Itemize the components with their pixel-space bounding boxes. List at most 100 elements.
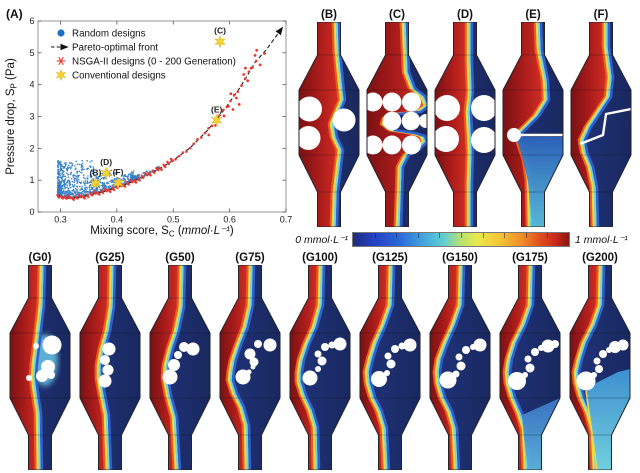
pillar-obstacle	[367, 135, 383, 155]
mixer-field	[503, 22, 563, 227]
panel-a-title: (A)	[6, 7, 23, 21]
interface-fringe	[504, 265, 531, 470]
star-B	[89, 176, 102, 191]
x-tick-label: 0.3	[54, 215, 67, 225]
pillar-obstacle	[551, 340, 559, 348]
y-tick-label: 4	[29, 80, 34, 90]
interface-fringe	[94, 265, 111, 470]
interface-fringe	[436, 265, 463, 470]
interface-fringe	[162, 265, 182, 470]
pillar-obstacle	[162, 369, 178, 385]
mixer-cfd-G25	[79, 265, 141, 470]
mixer-panel-label: (G150)	[442, 252, 478, 264]
mixer-cfd-G0	[9, 265, 71, 470]
concentration-high-region	[500, 265, 528, 470]
colorbar-tick	[439, 233, 441, 238]
pillar-obstacle	[456, 361, 466, 371]
star-label: (E)	[211, 104, 223, 114]
mixer-field	[360, 265, 420, 470]
pillar-obstacle	[244, 348, 256, 360]
pillar-obstacle	[402, 135, 421, 155]
mixer-field	[290, 265, 350, 470]
interface-fringe	[327, 22, 341, 227]
legend-item-label: Pareto-optimal front	[72, 42, 158, 53]
mixer-panel-E: (E)	[501, 9, 565, 227]
mixer-field	[10, 265, 70, 470]
interface-fringe	[34, 265, 47, 470]
concentration-high-region	[430, 265, 458, 470]
x-tick-label: 0.4	[111, 215, 124, 225]
mixer-field	[500, 265, 560, 470]
mixer-cfd-G175	[499, 265, 561, 470]
mixer-outline	[502, 22, 564, 227]
mixer-panel-label: (G175)	[512, 252, 548, 264]
mixer-outline	[429, 265, 491, 470]
pillar-obstacle	[186, 342, 200, 356]
mixer-field	[571, 22, 631, 227]
star-label: (F)	[113, 167, 124, 177]
pillar-obstacle	[419, 114, 427, 128]
mixer-outline	[570, 22, 632, 227]
interface-fringe	[364, 265, 391, 470]
pillar-obstacle	[179, 342, 189, 352]
mixer-field	[150, 265, 210, 470]
pillar-obstacle	[314, 350, 322, 358]
x-tick-label: 0.7	[280, 215, 293, 225]
mixer-cfd-G125	[359, 265, 421, 470]
colorbar-tick	[396, 233, 398, 238]
mixer-field	[220, 265, 280, 470]
interface-fringe	[28, 265, 41, 470]
mixer-panel-G175: (G175)	[498, 252, 562, 470]
pillar-obstacle	[332, 108, 356, 132]
pillar-obstacle	[382, 92, 402, 112]
interface-fringe	[300, 265, 326, 470]
interface-fringe	[368, 265, 396, 470]
concentration-high-region	[570, 265, 598, 470]
y-tick-label: 5	[29, 48, 34, 58]
mixer-outline	[79, 265, 141, 470]
mixer-panel-label: (G25)	[95, 252, 125, 264]
legend-item-label: Conventional designs	[72, 70, 166, 81]
pillar-obstacle	[525, 363, 535, 373]
pillar-obstacle	[299, 96, 322, 122]
legend-marker-dot	[57, 29, 65, 37]
pillar-obstacle	[382, 135, 402, 155]
mixer-panel-G200: (G200)	[568, 252, 632, 470]
pillar-obstacle	[26, 375, 32, 381]
y-tick-label: 0	[29, 207, 34, 217]
pillar-obstacle	[522, 372, 528, 378]
pillar-obstacle	[33, 343, 39, 349]
concentration-high-region	[360, 265, 388, 470]
pillar-obstacle	[593, 357, 601, 365]
pillar-obstacle	[246, 369, 252, 375]
interface-fringe	[30, 265, 42, 470]
mixer-outline	[219, 265, 281, 470]
pillar-obstacle	[462, 346, 470, 354]
pareto-chart-panel-a: (B) (C) (D) (E) (F) 0.3 0.4 0.5 0.6 0.7 0 1 2 3 4 5 6 Mix…	[5, 7, 293, 237]
interface-fringe	[573, 265, 601, 470]
colorbar-tick	[461, 233, 462, 238]
mixer-field	[435, 22, 495, 227]
y-tick-label: 3	[29, 112, 34, 122]
pillar-obstacle	[452, 370, 460, 378]
legend-marker-star	[55, 68, 67, 82]
star-D	[100, 166, 113, 180]
interface-fringe	[571, 265, 600, 470]
pillar-obstacle	[471, 95, 495, 121]
mixer-panel-label: (B)	[321, 9, 337, 21]
pillar-obstacle	[250, 364, 256, 370]
pillar-obstacle	[263, 338, 277, 352]
star-F	[112, 176, 124, 190]
interface-fringe	[32, 265, 44, 470]
pillar-obstacle	[435, 126, 459, 152]
mixer-panel-F: (F)	[569, 9, 633, 227]
mixer-cfd-D	[434, 22, 496, 227]
pillar-obstacle	[333, 337, 347, 351]
pillar-obstacle	[524, 355, 532, 363]
mixer-panel-G50: (G50)	[148, 252, 212, 470]
mixer-cfd-G75	[219, 265, 281, 470]
baffle-wall	[579, 107, 631, 146]
mixer-panel-C: (C)	[365, 9, 429, 227]
mixer-panel-B: (B)	[297, 9, 361, 227]
